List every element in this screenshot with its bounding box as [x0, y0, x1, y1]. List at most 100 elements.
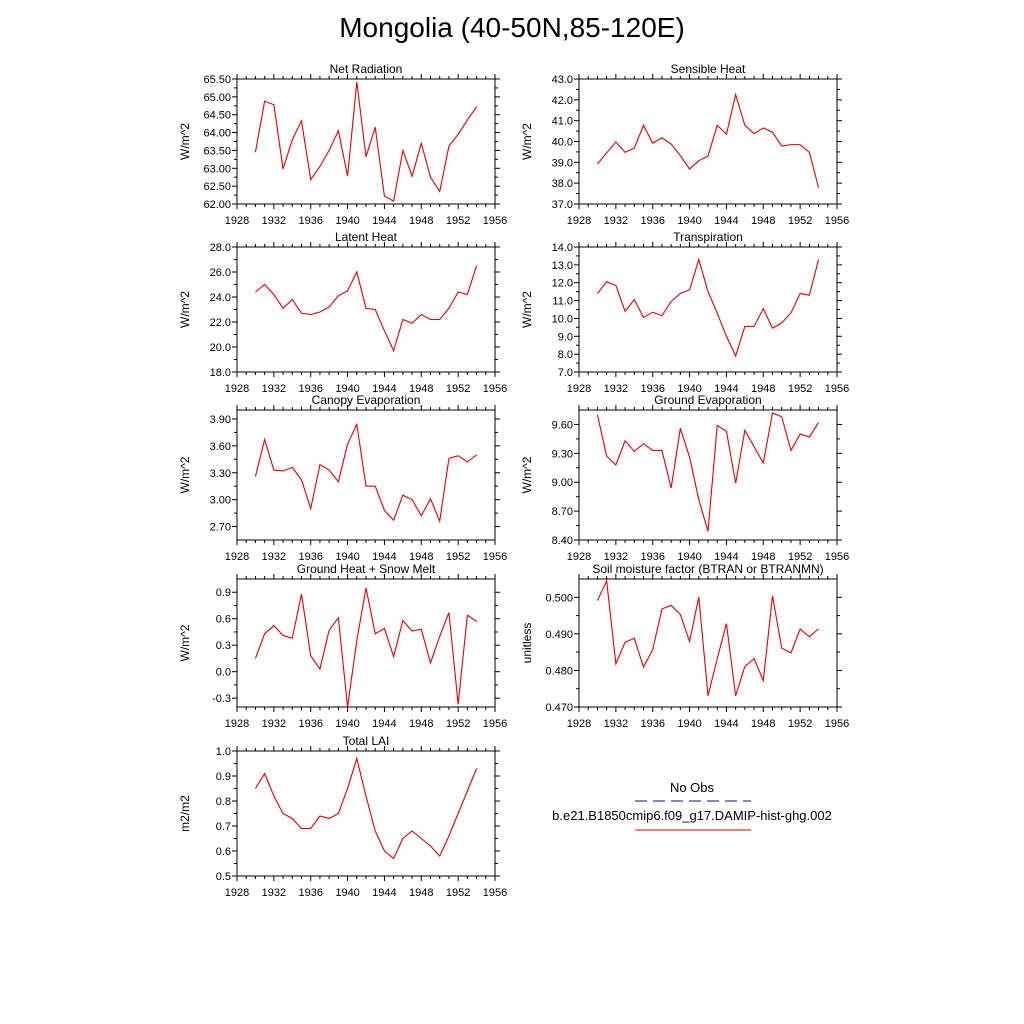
x-tick-label: 1932: [604, 551, 628, 563]
x-tick-label: 1936: [298, 215, 322, 227]
y-tick-label: 3.30: [210, 468, 231, 480]
x-tick-label: 1944: [372, 551, 396, 563]
chart-panel: 1928 1932 1936 1940 1944 1948 1952 1956 37.0 38.0…: [520, 62, 849, 227]
y-tick-label: 43.0: [552, 74, 573, 86]
x-tick-label: 1940: [335, 718, 359, 730]
x-tick-label: 1956: [483, 887, 507, 899]
y-tick-label: 12.0: [552, 278, 573, 290]
legend-label: b.e21.B1850cmip6.f09_g17.DAMIP-hist-ghg.…: [552, 808, 832, 823]
y-tick-label: 0.7: [216, 821, 231, 833]
y-tick-label: 0.8: [216, 796, 231, 808]
y-axis-label: W/m^2: [178, 624, 192, 661]
x-tick-label: 1948: [409, 551, 433, 563]
x-tick-label: 1928: [225, 551, 249, 563]
panel-title: Canopy Evaporation: [312, 393, 421, 407]
x-tick-label: 1928: [225, 887, 249, 899]
chart-panel: 1928 1932 1936 1940 1944 1948 1952 1956 2.70 3.00…: [178, 393, 507, 563]
x-tick-label: 1952: [446, 718, 470, 730]
plot-frame: [236, 409, 496, 541]
series-line: [254, 422, 477, 524]
y-tick-label: 3.00: [210, 495, 231, 507]
series-line: [254, 756, 478, 860]
y-tick-label: 3.60: [210, 441, 231, 453]
x-tick-label: 1956: [825, 383, 849, 395]
y-tick-label: 62.50: [203, 181, 231, 193]
x-tick-label: 1928: [567, 383, 591, 395]
y-tick-label: 13.0: [552, 260, 573, 272]
x-tick-label: 1944: [372, 383, 396, 395]
x-tick-label: 1956: [483, 718, 507, 730]
x-tick-label: 1956: [483, 383, 507, 395]
y-tick-label: 63.50: [203, 145, 231, 157]
x-tick-label: 1940: [677, 215, 701, 227]
y-tick-label: 8.40: [552, 535, 573, 547]
figure-title: Mongolia (40-50N,85-120E): [339, 12, 685, 43]
x-tick-label: 1940: [335, 887, 359, 899]
x-tick-label: 1956: [825, 551, 849, 563]
panel-title: Net Radiation: [330, 62, 403, 76]
x-tick-label: 1944: [714, 215, 738, 227]
chart-panel: 1928 1932 1936 1940 1944 1948 1952 1956 0.470 0.4…: [520, 562, 849, 730]
y-tick-label: 65.00: [203, 92, 231, 104]
panel-title: Sensible Heat: [671, 62, 746, 76]
x-tick-label: 1952: [788, 718, 812, 730]
plot-frame: [236, 750, 496, 877]
y-tick-label: 9.00: [552, 477, 573, 489]
y-tick-label: 0.500: [545, 592, 573, 604]
y-tick-label: 0.9: [216, 587, 231, 599]
x-tick-label: 1932: [262, 551, 286, 563]
x-tick-label: 1948: [409, 718, 433, 730]
x-tick-label: 1944: [714, 718, 738, 730]
y-axis-label: W/m^2: [520, 123, 534, 160]
x-tick-label: 1948: [751, 718, 775, 730]
y-tick-label: 20.0: [210, 342, 231, 354]
x-tick-label: 1948: [409, 383, 433, 395]
panel-title: Total LAI: [343, 734, 390, 748]
x-tick-label: 1940: [335, 383, 359, 395]
y-tick-label: 24.0: [210, 292, 231, 304]
x-tick-label: 1928: [225, 718, 249, 730]
chart-panel: 1928 1932 1936 1940 1944 1948 1952 1956 -0.3 0.0 0…: [178, 562, 507, 730]
y-tick-label: -0.3: [212, 693, 231, 705]
x-tick-label: 1940: [677, 551, 701, 563]
y-tick-label: 10.0: [552, 313, 573, 325]
y-axis-label: unitless: [520, 623, 534, 664]
series-line: [254, 587, 477, 708]
y-tick-label: 0.0: [216, 667, 231, 679]
x-tick-label: 1928: [567, 215, 591, 227]
x-tick-label: 1928: [225, 215, 249, 227]
x-tick-label: 1952: [446, 215, 470, 227]
x-tick-label: 1944: [372, 215, 396, 227]
x-tick-label: 1944: [372, 718, 396, 730]
y-tick-label: 0.470: [545, 702, 573, 714]
y-tick-label: 8.0: [558, 349, 573, 361]
panel-title: Ground Evaporation: [654, 393, 761, 407]
x-tick-label: 1940: [335, 551, 359, 563]
plot-frame: [578, 78, 838, 205]
x-tick-label: 1952: [446, 887, 470, 899]
y-tick-label: 0.6: [216, 846, 231, 858]
y-tick-label: 9.60: [552, 419, 573, 431]
x-tick-label: 1932: [262, 215, 286, 227]
plot-frame: [236, 246, 496, 373]
x-tick-label: 1932: [604, 215, 628, 227]
x-tick-label: 1952: [446, 551, 470, 563]
plot-frame: [578, 246, 838, 373]
y-tick-label: 22.0: [210, 317, 231, 329]
x-tick-label: 1936: [298, 887, 322, 899]
y-axis-label: W/m^2: [520, 291, 534, 328]
y-tick-label: 0.480: [545, 665, 573, 677]
y-tick-label: 9.30: [552, 448, 573, 460]
legend-label: No Obs: [670, 780, 715, 795]
x-tick-label: 1956: [825, 215, 849, 227]
y-tick-label: 9.0: [558, 331, 573, 343]
y-tick-label: 62.00: [203, 199, 231, 211]
x-tick-label: 1944: [714, 383, 738, 395]
x-tick-label: 1932: [262, 718, 286, 730]
y-tick-label: 41.0: [552, 116, 573, 128]
series-line: [596, 412, 820, 532]
chart-panel: 1928 1932 1936 1940 1944 1948 1952 1956 0.5 0.6 0.…: [178, 734, 507, 899]
x-tick-label: 1928: [225, 383, 249, 395]
x-tick-label: 1932: [604, 718, 628, 730]
x-tick-label: 1932: [262, 887, 286, 899]
